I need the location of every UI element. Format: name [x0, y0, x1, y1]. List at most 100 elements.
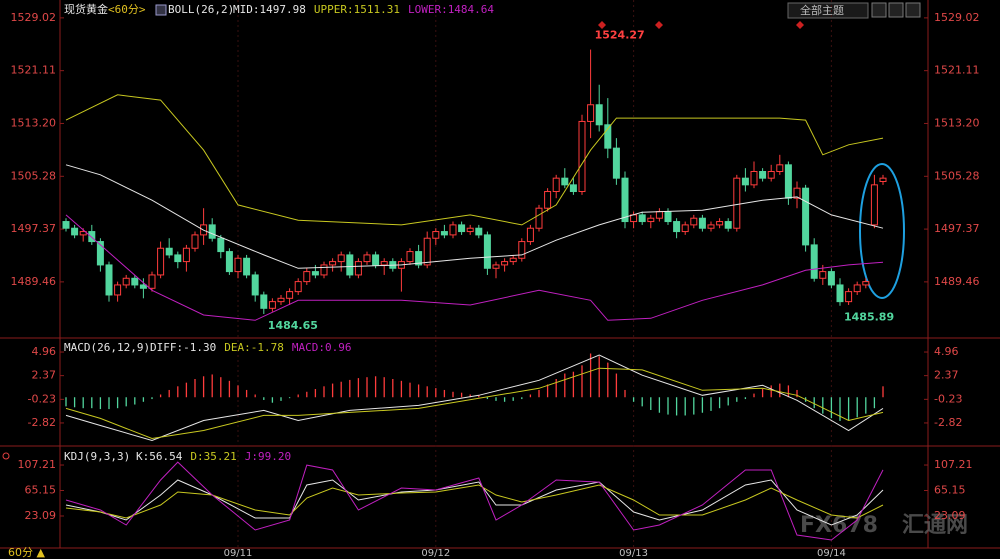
indicator-line	[65, 367, 884, 440]
legend-entry: UPPER:1511.31	[314, 3, 400, 16]
kdj-title: KDJ(9,3,3)	[64, 450, 130, 463]
candle-body	[767, 171, 775, 179]
candle-body	[311, 271, 319, 276]
candle-body	[647, 217, 655, 223]
y-tick-label: 1529.02	[11, 11, 57, 24]
tool-button[interactable]	[905, 2, 921, 18]
candle-body	[260, 294, 268, 309]
toolbar: 全部主题	[787, 2, 921, 19]
candle-body	[406, 251, 414, 263]
event-marker	[598, 21, 606, 29]
tool-button[interactable]	[888, 2, 904, 18]
candle-body	[664, 211, 672, 223]
legend-entry: LOWER:1484.64	[408, 3, 494, 16]
candle-body	[759, 171, 767, 179]
y-tick-label: -2.82	[28, 416, 56, 429]
candle-body	[673, 221, 681, 233]
event-marker	[655, 21, 663, 29]
indicator-line	[65, 461, 884, 541]
extreme-label: 1485.89	[844, 311, 894, 324]
candle-body	[853, 284, 861, 293]
macd-title: MACD(26,12,9)	[64, 341, 150, 354]
candle-body	[836, 284, 844, 303]
candle-body	[569, 184, 577, 193]
candle-body	[337, 254, 345, 263]
candle-body	[458, 224, 466, 233]
candle-body	[604, 124, 612, 149]
candle-body	[509, 257, 517, 263]
candle-body	[277, 297, 285, 303]
indicator-line	[65, 214, 884, 321]
candle-body	[681, 224, 689, 233]
candle-body	[217, 237, 225, 253]
candle-body	[372, 254, 380, 266]
period-button[interactable]: 60分 ▲	[8, 546, 45, 559]
y-tick-label: 107.21	[18, 458, 57, 471]
candle-body	[346, 254, 354, 276]
legend-entry: MID:1497.98	[233, 3, 306, 16]
extreme-label: 1524.27	[595, 29, 645, 42]
candle-body	[251, 274, 259, 296]
legend-entry: DEA:-1.78	[224, 341, 284, 354]
candle-body	[621, 177, 629, 223]
panel-dot	[2, 452, 10, 460]
x-tick-label: 09/11	[224, 548, 253, 559]
y-tick-label: 1489.46	[11, 275, 57, 288]
candle-body	[182, 247, 190, 263]
candle-body	[518, 241, 526, 259]
candle-body	[131, 277, 139, 286]
y-tick-label: 65.15	[25, 484, 57, 497]
candle-body	[329, 261, 337, 266]
candle-body	[234, 257, 242, 273]
candle-body	[79, 231, 87, 236]
y-tick-label-right: 4.96	[934, 345, 959, 358]
candle-body	[225, 251, 233, 273]
candle-body	[294, 281, 302, 293]
y-tick-label: 1505.28	[11, 169, 57, 182]
theme-button-label: 全部主题	[800, 3, 844, 17]
candle-body	[750, 171, 758, 186]
legend-entry: MACD:0.96	[292, 341, 352, 354]
candle-body	[638, 214, 646, 223]
indicator-line	[65, 94, 884, 226]
candle-body	[354, 261, 362, 276]
candle-body	[96, 241, 104, 266]
candle-body	[552, 177, 560, 193]
candle-body	[380, 261, 388, 266]
y-tick-label: 1497.37	[11, 222, 57, 235]
legend-entry: D:35.21	[190, 450, 236, 463]
indicator-name: BOLL(26,2)	[168, 3, 234, 16]
candle-body	[819, 271, 827, 279]
candle-body	[690, 217, 698, 226]
candle-body	[440, 231, 448, 236]
candle-body	[475, 227, 483, 236]
y-tick-label: -0.23	[28, 392, 56, 405]
tool-button[interactable]	[871, 2, 887, 18]
y-tick-label-right: 1505.28	[934, 169, 980, 182]
candle-body	[793, 187, 801, 199]
y-tick-label: 23.09	[25, 509, 57, 522]
event-marker	[796, 21, 804, 29]
candle-body	[449, 224, 457, 236]
theme-button[interactable]	[787, 2, 869, 19]
extreme-label: 1484.65	[268, 319, 318, 332]
candle-body	[862, 281, 870, 286]
legend-entry: K:56.54	[136, 450, 183, 463]
x-tick-label: 09/13	[619, 548, 648, 559]
y-tick-label-right: 23.09	[934, 509, 966, 522]
candle-body	[363, 254, 371, 263]
candle-body	[526, 227, 534, 243]
y-tick-label-right: 2.37	[934, 369, 959, 382]
candle-body	[810, 244, 818, 279]
candle-body	[62, 221, 70, 229]
y-tick-label: 1513.20	[11, 116, 57, 129]
highlight-ellipse	[859, 163, 905, 299]
candle-body	[114, 284, 122, 296]
period: <60分>	[108, 3, 146, 16]
candle-body	[71, 227, 79, 236]
y-tick-label-right: -2.82	[934, 416, 962, 429]
candle-body	[148, 274, 156, 289]
